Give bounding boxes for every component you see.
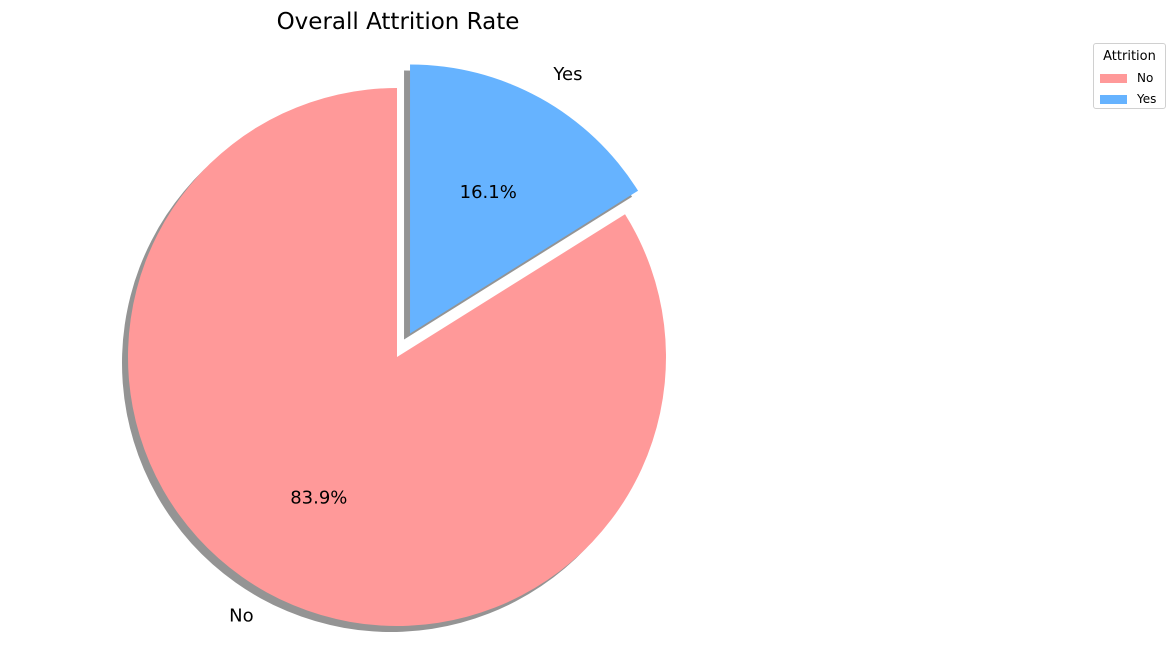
percent-label-no: 83.9%: [290, 488, 347, 509]
legend-swatch-yes: [1100, 94, 1127, 104]
legend-label-no: No: [1137, 71, 1154, 85]
chart-title: Overall Attrition Rate: [277, 9, 520, 35]
slice-labels: 83.9% No 16.1% Yes: [229, 64, 582, 626]
legend-item-no: No: [1100, 71, 1153, 85]
category-label-yes: Yes: [552, 64, 582, 85]
legend-item-yes: Yes: [1100, 92, 1156, 106]
pie-slice-no: [127, 88, 666, 627]
pie-slices: [127, 64, 666, 627]
category-label-no: No: [229, 605, 253, 626]
legend-title: Attrition: [1103, 49, 1156, 64]
legend-label-yes: Yes: [1137, 92, 1157, 106]
percent-label-yes: 16.1%: [460, 182, 517, 203]
legend: Attrition No Yes: [1093, 43, 1166, 109]
pie-slice-yes: [410, 64, 639, 334]
legend-swatch-no: [1100, 73, 1127, 83]
